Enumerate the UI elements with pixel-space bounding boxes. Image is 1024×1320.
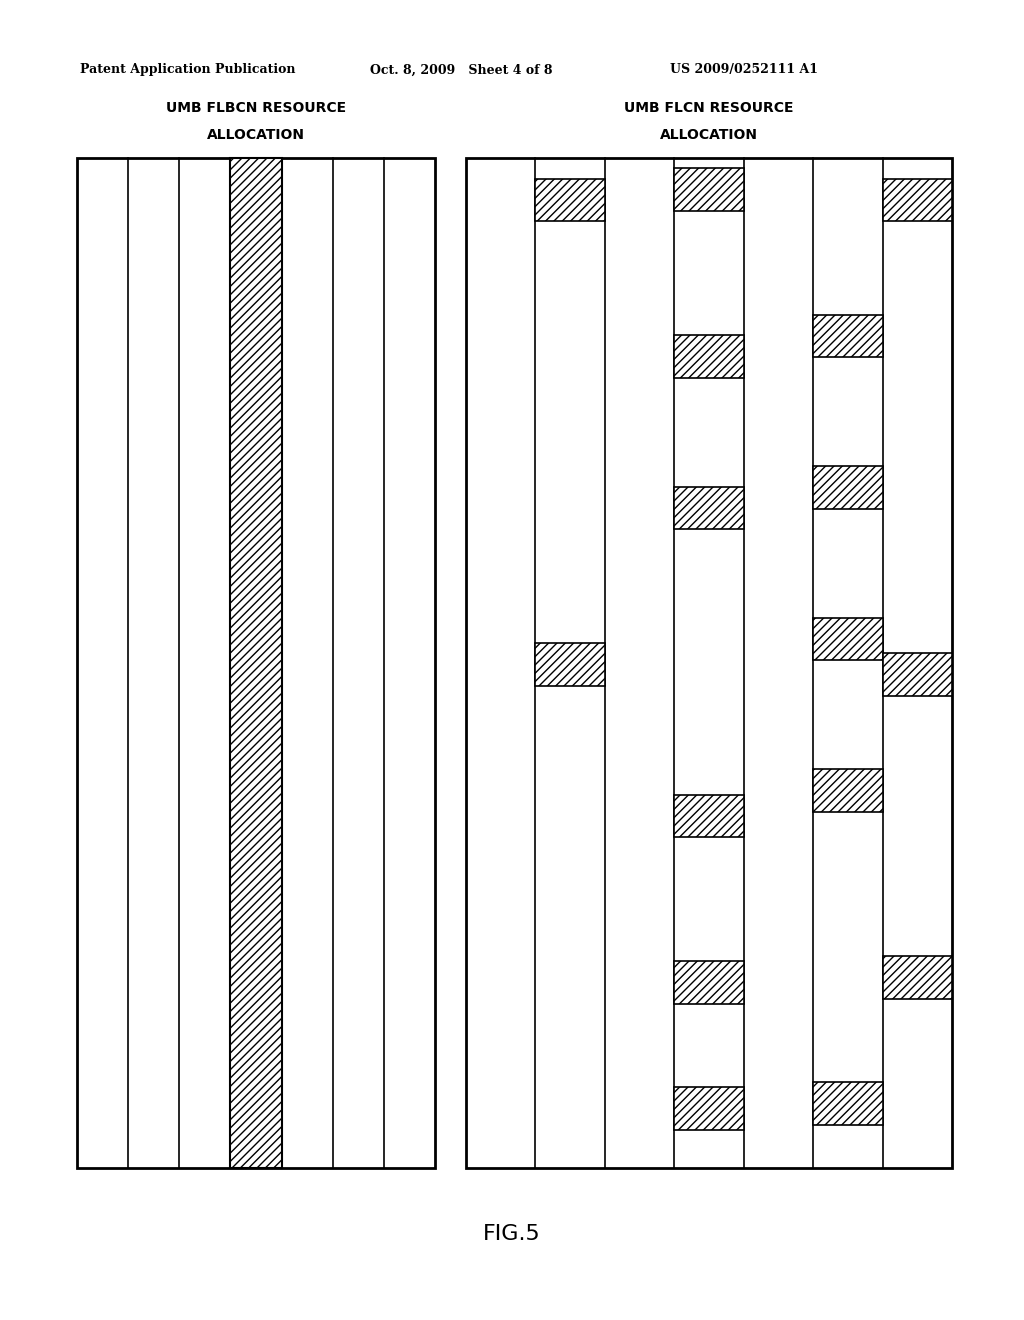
- Bar: [675, 487, 743, 529]
- Bar: [813, 466, 883, 508]
- Bar: [77, 158, 435, 1168]
- Text: Patent Application Publication: Patent Application Publication: [80, 63, 296, 77]
- Bar: [813, 618, 883, 660]
- Text: ALLOCATION: ALLOCATION: [660, 128, 758, 141]
- Text: UMB FLBCN RESOURCE: UMB FLBCN RESOURCE: [166, 102, 346, 115]
- Bar: [675, 961, 743, 1003]
- Bar: [466, 158, 952, 1168]
- Text: Oct. 8, 2009   Sheet 4 of 8: Oct. 8, 2009 Sheet 4 of 8: [370, 63, 553, 77]
- Text: FIG.5: FIG.5: [483, 1224, 541, 1245]
- Bar: [536, 643, 605, 685]
- Bar: [536, 178, 605, 220]
- Bar: [675, 335, 743, 378]
- Bar: [883, 956, 952, 998]
- Text: ALLOCATION: ALLOCATION: [207, 128, 305, 141]
- Bar: [230, 158, 282, 1168]
- Bar: [675, 795, 743, 837]
- Bar: [813, 315, 883, 358]
- Text: UMB FLCN RESOURCE: UMB FLCN RESOURCE: [625, 102, 794, 115]
- Bar: [813, 1082, 883, 1125]
- Bar: [675, 169, 743, 211]
- Bar: [883, 178, 952, 220]
- Bar: [883, 653, 952, 696]
- Bar: [675, 1088, 743, 1130]
- Bar: [813, 770, 883, 812]
- Text: US 2009/0252111 A1: US 2009/0252111 A1: [670, 63, 818, 77]
